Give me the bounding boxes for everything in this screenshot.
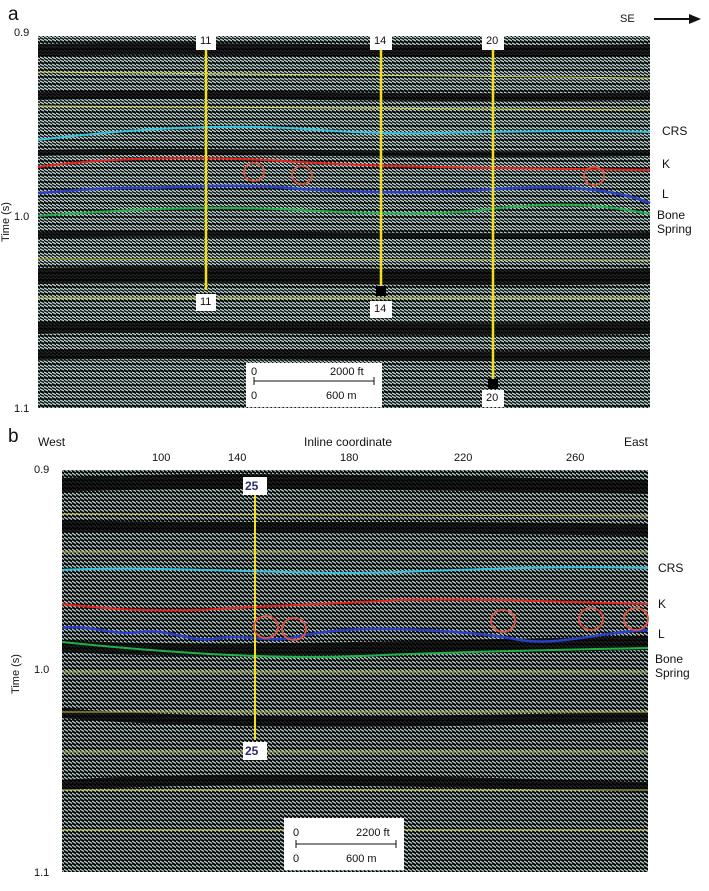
- panel-b-label-crs: CRS: [658, 561, 684, 575]
- panel-b-letter: b: [8, 426, 19, 447]
- panel-b-left-label: West: [38, 435, 66, 449]
- panel-a-ytick-1: 1.0: [14, 211, 30, 223]
- panel-a-well-20-label: 20: [486, 35, 499, 47]
- panel-b-ytick-1: 1.0: [34, 664, 50, 676]
- panel-a-label-crs: CRS: [662, 124, 688, 138]
- panel-a-scale-top-start: 0: [251, 366, 258, 378]
- panel-b-ytick-2: 1.1: [34, 867, 50, 879]
- panel-a-well-11-label: 11: [200, 35, 212, 47]
- panel-b-ytick-0: 0.9: [34, 464, 50, 476]
- panel-b-well-25-label: 25: [245, 479, 259, 493]
- panel-b-label-k: K: [658, 597, 667, 611]
- panel-b-x-axis-label: Inline coordinate: [304, 435, 393, 449]
- panel-b-horizon-l: [61, 625, 649, 643]
- panel-a-horizon-k: [37, 157, 651, 171]
- panel-b-horizon-k: [61, 598, 649, 612]
- panel-a-scale-bottom-end: 600 m: [326, 390, 357, 402]
- panel-b-horizon-bone-spring: [61, 641, 649, 658]
- panel-a-letter: a: [8, 4, 19, 25]
- panel-b-scale-top-end: 2200 ft: [356, 827, 390, 839]
- panel-a-horizon-crs: [37, 125, 651, 141]
- panel-b-xtick-0: 100: [152, 452, 171, 464]
- panel-a-well-14-label: 14: [374, 35, 387, 47]
- panel-b-xtick-4: 260: [566, 452, 585, 464]
- panel-b-xtick-2: 180: [340, 452, 359, 464]
- panel-a-scale-bottom-start: 0: [251, 390, 258, 402]
- panel-a-well-11-bottom-label: 11: [200, 296, 212, 308]
- panel-a-label-bone-spring: Bone Spring: [657, 208, 692, 236]
- panel-b-horizon-crs: [61, 566, 649, 574]
- panel-b-label-l: L: [658, 627, 665, 641]
- direction-label: SE: [620, 13, 635, 25]
- panel-a-label-k: K: [662, 157, 671, 171]
- panel-a-label-l: L: [662, 187, 669, 201]
- panel-b-label-bone-spring: Bone Spring: [655, 652, 690, 680]
- panel-b-scale-top-start: 0: [293, 827, 300, 839]
- panel-b-well-25-bottom-label: 25: [245, 744, 259, 758]
- panel-a-well-20-bottom-label: 20: [486, 392, 499, 404]
- panel-b-scale-bottom-end: 600 m: [346, 853, 377, 865]
- panel-a-ytick-2: 1.1: [14, 403, 30, 415]
- panel-b-scale-bottom-start: 0: [293, 853, 300, 865]
- panel-b-xtick-1: 140: [228, 452, 247, 464]
- panel-a-horizon-l: [37, 184, 651, 205]
- panel-a-well-14-bottom-label: 14: [374, 303, 387, 315]
- panel-a-scale-top-end: 2000 ft: [330, 366, 364, 378]
- panel-a-ytick-0: 0.9: [14, 27, 30, 39]
- panel-b-xtick-3: 220: [454, 452, 473, 464]
- panel-b-right-label: East: [624, 435, 649, 449]
